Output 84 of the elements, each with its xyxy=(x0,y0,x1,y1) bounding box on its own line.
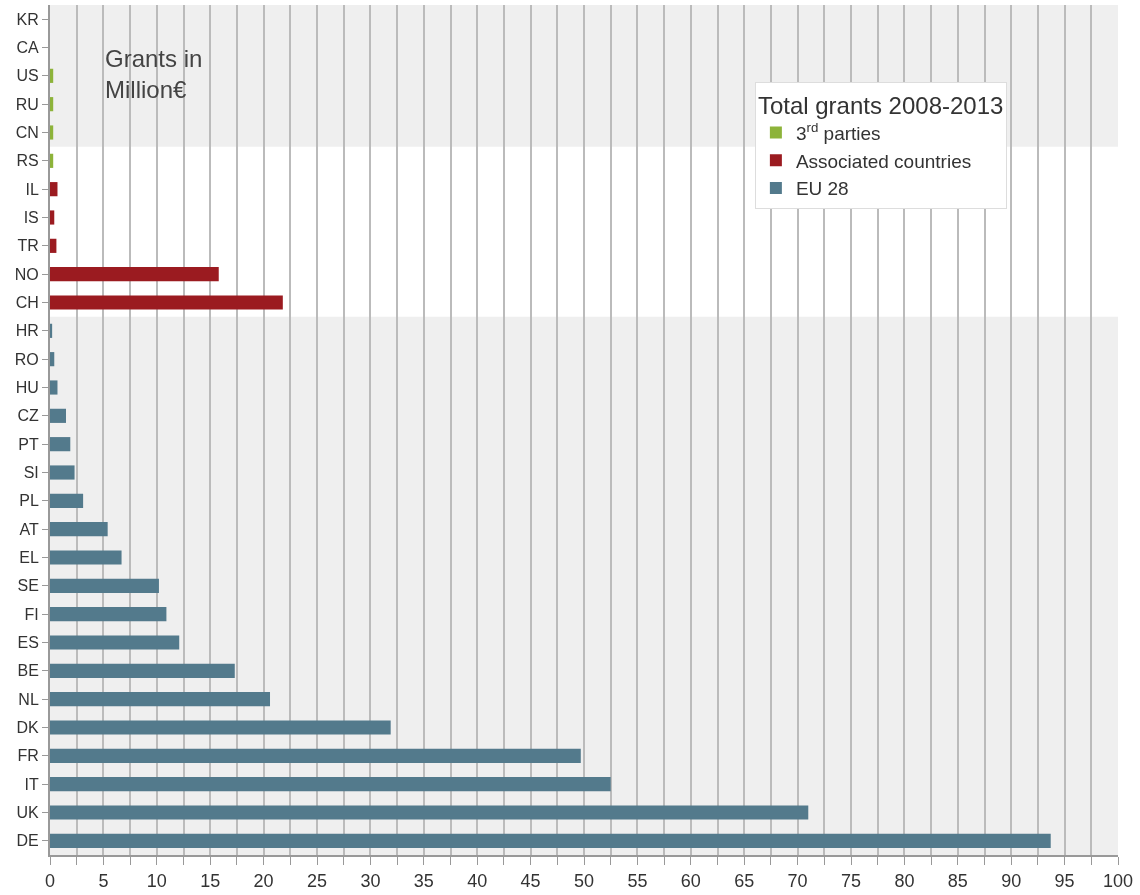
x-tick-label: 10 xyxy=(146,870,167,891)
x-tick-label: 20 xyxy=(253,870,274,891)
y-tick-label: NO xyxy=(14,265,39,283)
y-tick-label: CZ xyxy=(17,407,40,425)
y-tick-label: RU xyxy=(15,95,39,113)
y-tick-label: KR xyxy=(16,10,39,28)
y-tick-label: NL xyxy=(18,690,39,708)
y-tick-label: FI xyxy=(24,605,39,623)
y-tick-label: CH xyxy=(15,294,39,312)
bar xyxy=(50,720,391,735)
x-tick-label: 15 xyxy=(200,870,221,891)
y-tick-label: IT xyxy=(24,775,40,793)
y-tick-label: RO xyxy=(14,350,39,368)
y-tick-label: FR xyxy=(17,747,39,765)
y-tick-label: CN xyxy=(15,124,39,142)
bar xyxy=(50,97,54,112)
x-tick-label: 30 xyxy=(360,870,381,891)
x-tick-label: 100 xyxy=(1102,870,1134,891)
y-tick-label: SI xyxy=(23,464,39,482)
bar xyxy=(50,153,54,168)
bar xyxy=(50,777,611,792)
bar xyxy=(50,68,54,83)
bar xyxy=(50,805,809,820)
bar xyxy=(50,295,283,310)
bar xyxy=(50,267,219,282)
bar xyxy=(50,210,55,225)
bar xyxy=(50,465,75,480)
bar xyxy=(50,323,53,338)
bar xyxy=(50,182,58,197)
y-tick-label: SE xyxy=(17,577,39,595)
bar xyxy=(50,833,1051,848)
bar xyxy=(50,578,159,593)
x-tick-label: 75 xyxy=(840,870,862,891)
y-tick-label: ES xyxy=(17,634,39,652)
y-tick-label: HR xyxy=(15,322,39,340)
x-tick-label: 65 xyxy=(734,870,755,891)
x-tick-label: 50 xyxy=(573,870,595,891)
annotation: Grants in Million€ xyxy=(105,45,203,104)
x-tick-label: 35 xyxy=(413,870,434,891)
x-tick-label: 60 xyxy=(680,870,701,891)
bar xyxy=(50,380,58,395)
x-tick-label: 55 xyxy=(627,870,648,891)
bar xyxy=(50,437,71,452)
y-tick-label: DK xyxy=(16,719,40,737)
y-tick-label: PL xyxy=(19,492,39,510)
legend-label: EU 28 xyxy=(795,178,849,200)
x-tick-label: 40 xyxy=(467,870,488,891)
bar xyxy=(50,692,271,707)
bar xyxy=(50,550,122,565)
y-tick-label: RS xyxy=(16,152,39,170)
bar xyxy=(50,748,581,763)
y-tick-label: EL xyxy=(19,549,39,567)
legend-label: Associated countries xyxy=(795,150,972,172)
x-tick-label: 0 xyxy=(44,870,56,891)
bar xyxy=(50,125,54,140)
y-tick-label: AT xyxy=(19,520,40,538)
x-tick-label: 80 xyxy=(894,870,915,891)
bar xyxy=(50,238,57,253)
y-tick-label: IS xyxy=(23,209,39,227)
x-tick-label: 95 xyxy=(1054,870,1075,891)
bar xyxy=(50,408,67,423)
legend-label: 3$^{rd}$ parties xyxy=(795,119,881,144)
bar xyxy=(50,352,55,367)
bar xyxy=(50,522,108,537)
y-tick-label: PT xyxy=(18,435,40,453)
bar xyxy=(50,493,84,508)
y-tick-label: DE xyxy=(16,832,39,850)
y-tick-label: IL xyxy=(25,180,39,198)
y-tick-label: CA xyxy=(16,39,40,57)
x-tick-label: 5 xyxy=(98,870,109,891)
legend-title: Total grants 2008-2013 xyxy=(757,91,1004,119)
y-tick-label: HU xyxy=(15,379,39,397)
x-tick-label: 25 xyxy=(306,870,328,891)
y-tick-label: TR xyxy=(17,237,39,255)
bar xyxy=(50,663,235,678)
x-tick-label: 90 xyxy=(1001,870,1022,891)
bar xyxy=(50,607,167,622)
bar xyxy=(50,635,180,650)
y-tick-label: US xyxy=(16,67,39,85)
y-tick-label: BE xyxy=(17,662,39,680)
x-tick-label: 45 xyxy=(520,870,541,891)
y-tick-label: UK xyxy=(16,804,40,822)
x-tick-label: 70 xyxy=(787,870,808,891)
x-tick-label: 85 xyxy=(947,870,968,891)
